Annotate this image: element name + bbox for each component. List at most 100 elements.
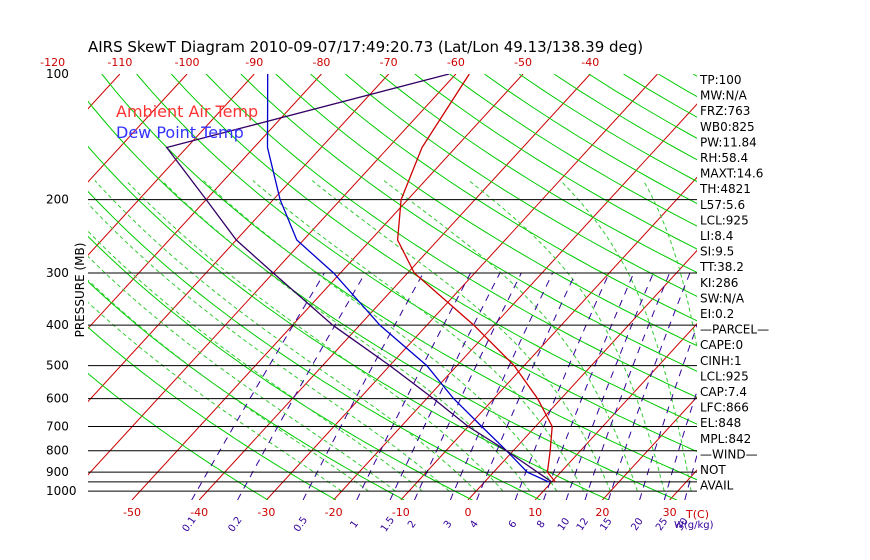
y-axis-label: PRESSURE (MB) [73,243,87,338]
stability-index-label: KI:286 [700,276,738,290]
stability-index-label: —PARCEL— [700,323,769,337]
stability-index-label: CAP:7.4 [700,385,747,399]
stability-index-label: LCL:925 [700,213,749,227]
isotherm-line [88,74,457,476]
stability-index-label: LCL:925 [700,369,749,383]
pressure-tick-label: 200 [46,193,69,207]
stability-index-label: —WIND— [700,447,758,461]
mixing-ratio-tick-label: 12 [575,516,591,533]
pressure-tick-label: 600 [46,392,69,406]
series-parcel [165,74,553,483]
mixing-ratio-line [663,389,697,500]
mixing-ratio-line [608,272,691,500]
mixing-ratio-line [191,272,325,500]
stability-index-label: MAXT:14.6 [700,167,763,181]
moist-adiabat-line [468,180,665,492]
pressure-tick-label: 1000 [46,484,77,498]
stability-index-label: L57:5.6 [700,198,745,212]
legend-ambient-air-temp: Ambient Air Temp [116,102,258,121]
dry-adiabat-line [88,326,337,500]
tick-layer: -50 -40 -30 -20 -10 0 10 20 30-120 -110 -100 -90 -80… [40,56,691,534]
dry-adiabat-line [658,74,697,98]
stability-index-label: RH:58.4 [700,151,748,165]
bottom-temp-tick-label: -20 [325,506,343,519]
mixing-ratio-tick-label: 6 [507,519,520,531]
moist-adiabat-line [383,180,638,492]
mixing-ratio-tick-label: 3 [442,519,455,531]
top-temp-tick-label: -110 [107,56,132,69]
dry-adiabat-line [136,74,697,453]
stability-index-label: EL:848 [700,416,741,430]
top-temp-tick-label: -100 [175,56,200,69]
mixing-ratio-unit-label: W(g/kg) [674,520,714,531]
dry-adiabat-line [205,74,697,398]
isotherm-line [88,74,255,256]
isotherm-line [88,74,188,183]
dry-adiabat-line [275,74,697,347]
legend-dew-point-temp: Dew Point Temp [116,123,244,142]
isotherm-line [804,74,870,500]
stability-index-label: LI:8.4 [700,229,733,243]
dry-adiabat-line [518,74,697,183]
moist-adiabat-line [88,301,342,492]
mixing-ratio-tick-label: 0.2 [226,515,244,534]
top-temp-tick-label: -80 [312,56,330,69]
bottom-temp-tick-label: 0 [465,506,472,519]
moist-adiabat-line [642,180,697,351]
mixing-ratio-tick-label: 2 [406,519,419,531]
dry-adiabat-line [88,145,609,500]
dry-adiabat-line [344,74,697,297]
grid-layer [0,74,870,500]
dry-adiabat-line [170,74,697,425]
stability-index-label: CAPE:0 [700,338,743,352]
top-temp-tick-label: -90 [245,56,263,69]
chart-title: AIRS SkewT Diagram 2010-09-07/17:49:20.7… [88,38,643,56]
mixing-ratio-line [565,272,654,500]
stability-index-label: WB0:825 [700,120,755,134]
moist-adiabat-line [252,180,585,492]
top-temp-tick-label: -40 [581,56,599,69]
dry-adiabat-line [240,74,697,372]
bottom-temp-tick-label: 10 [528,506,542,519]
isotherm-line [88,74,390,403]
pressure-tick-label: 100 [46,67,69,81]
bottom-temp-tick-label: -50 [123,506,141,519]
bottom-temp-tick-label: -10 [392,506,410,519]
isotherm-line [602,396,697,500]
bottom-temp-tick-label: -40 [190,506,208,519]
isotherm-line [198,74,591,500]
isotherm-line [534,323,697,500]
bottom-temp-tick-label: 30 [663,506,677,519]
bottom-temp-tick-label: -30 [257,506,275,519]
mixing-ratio-tick-label: 10 [556,516,572,533]
moist-adiabat-line [311,180,611,492]
top-temp-tick-label: -120 [40,56,65,69]
stability-index-label: SI:9.5 [700,245,734,259]
stability-index-label: CINH:1 [700,354,742,368]
dry-adiabat-line [763,74,870,500]
mixing-ratio-line [302,272,424,500]
stability-index-label: MPL:842 [700,432,751,446]
stability-index-label: LFC:866 [700,401,749,415]
mixing-ratio-tick-label: 4 [468,519,481,531]
dry-adiabat-line [449,74,697,227]
moist-adiabat-line [88,255,396,492]
bottom-temp-tick-label: 20 [595,506,609,519]
moist-adiabat-line [161,180,531,492]
dry-adiabat-line [414,74,697,250]
isotherm-line [0,74,53,500]
moist-adiabat-line [125,180,504,492]
isotherm-line [131,74,524,500]
series-dew-point-temp [266,74,549,483]
pressure-tick-label: 500 [46,359,69,373]
isotherm-line [88,74,322,330]
mixing-ratio-line [237,272,366,500]
moist-adiabat-line [88,230,423,492]
x-axis-unit-label: T(C) [685,508,709,521]
dry-adiabat-line [88,235,473,500]
moist-adiabat-line [203,180,558,492]
pressure-tick-label: 700 [46,420,69,434]
mixing-ratio-line [639,324,697,500]
